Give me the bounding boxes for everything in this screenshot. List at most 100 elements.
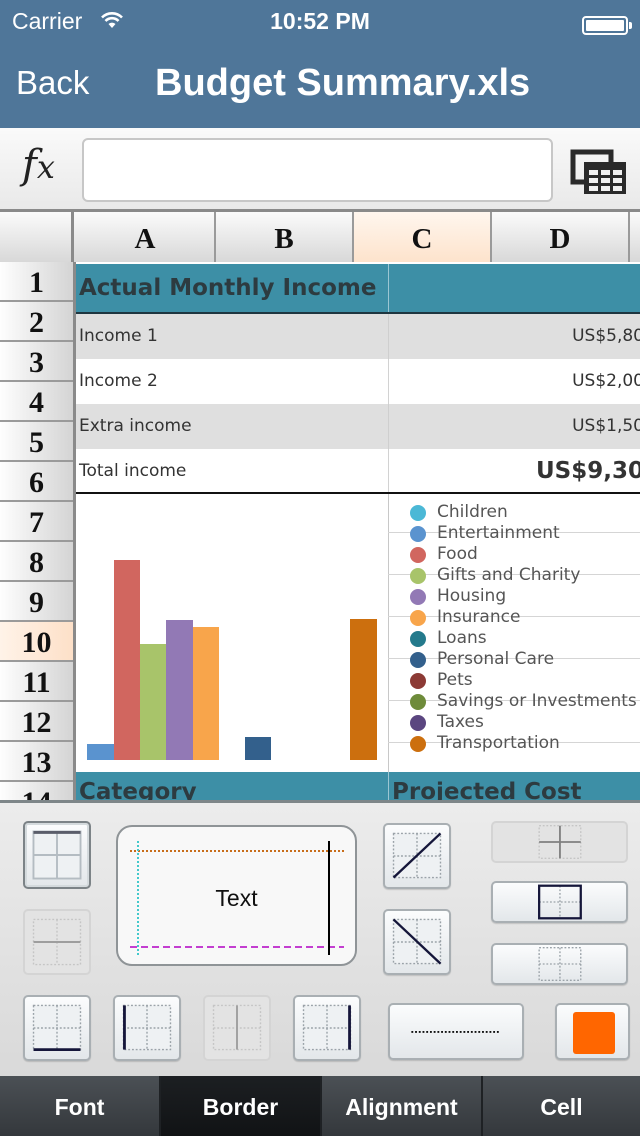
row-headers: 1 2 3 4 5 6 7 8 9 10 11 12 13 14 [0, 262, 76, 800]
bar-transportation[interactable] [350, 619, 377, 760]
row-value: US$1,50 [572, 416, 640, 436]
inside-vertical-border-button[interactable] [203, 995, 271, 1061]
row-label: Income 1 [79, 326, 158, 346]
legend-label: Children [437, 502, 508, 522]
legend-dot-icon [410, 526, 426, 542]
gridline [388, 742, 640, 743]
legend-label: Taxes [437, 712, 484, 732]
bar-food[interactable] [114, 560, 140, 760]
inside-horizontal-border-button[interactable] [23, 909, 91, 975]
select-all-corner[interactable] [0, 212, 74, 262]
outside-borders-button[interactable] [491, 881, 628, 923]
diagonal-up-border-button[interactable] [383, 823, 451, 889]
legend-item: Children [408, 502, 640, 523]
border-preview-lines [130, 841, 344, 957]
bottom-border-button[interactable] [23, 995, 91, 1061]
row-header-9[interactable]: 9 [0, 582, 73, 622]
diagonal-up-border-icon [392, 832, 442, 879]
bar-housing[interactable] [166, 620, 193, 760]
left-border-button[interactable] [113, 995, 181, 1061]
row-header-10[interactable]: 10 [0, 622, 73, 662]
row-header-13[interactable]: 13 [0, 742, 73, 782]
row-header-2[interactable]: 2 [0, 302, 73, 342]
legend-dot-icon [410, 631, 426, 647]
bar-gifts-and-charity[interactable] [140, 644, 166, 760]
color-swatch [573, 1012, 615, 1054]
column-divider [388, 359, 389, 404]
total-income-value: US$9,30 [536, 458, 640, 484]
top-border-icon [32, 830, 82, 880]
bar-insurance[interactable] [193, 627, 219, 760]
legend-label: Food [437, 544, 478, 564]
row-header-6[interactable]: 6 [0, 462, 73, 502]
carrier-label: Carrier [12, 8, 83, 34]
tab-font[interactable]: Font [0, 1076, 161, 1136]
row-header-14[interactable]: 14 [0, 782, 73, 800]
row-header-8[interactable]: 8 [0, 542, 73, 582]
row-header-4[interactable]: 4 [0, 382, 73, 422]
legend-dot-icon [410, 610, 426, 626]
inside-vertical-border-icon [212, 1004, 262, 1051]
battery-icon [582, 16, 632, 35]
row-header-1[interactable]: 1 [0, 262, 73, 302]
tab-cell[interactable]: Cell [540, 1094, 583, 1120]
inside-horizontal-border-icon [32, 918, 82, 966]
spreadsheet-grid[interactable]: Actual Monthly Income Income 1 US$5,80 I… [76, 262, 640, 800]
row-label: Income 2 [79, 371, 158, 391]
no-borders-button[interactable] [491, 943, 628, 985]
legend-dot-icon [410, 673, 426, 689]
diagonal-down-border-button[interactable] [383, 909, 451, 975]
formula-input[interactable] [82, 138, 553, 202]
inside-borders-button[interactable] [491, 821, 628, 863]
table-row[interactable]: Extra income US$1,50 [76, 404, 640, 449]
inside-borders-icon [538, 825, 582, 859]
table-grid-icon[interactable] [570, 148, 628, 196]
bar-personal-care[interactable] [245, 737, 271, 760]
border-preview[interactable]: Text [116, 825, 357, 966]
legend-dot-icon [410, 694, 426, 710]
function-icon: fx [22, 142, 55, 188]
projected-cost-header-label: Projected Cost [392, 779, 582, 800]
row-header-5[interactable]: 5 [0, 422, 73, 462]
table-row[interactable]: Income 1 US$5,80 [76, 314, 640, 359]
row-header-11[interactable]: 11 [0, 662, 73, 702]
divider [76, 492, 640, 494]
bottom-border-icon [32, 1004, 82, 1052]
income-header-row[interactable]: Actual Monthly Income [76, 264, 640, 314]
category-header-label: Category [79, 779, 197, 800]
column-header-a[interactable]: A [76, 212, 216, 262]
column-headers: A B C D [0, 212, 640, 262]
row-label: Total income [79, 461, 187, 481]
border-color-button[interactable] [555, 1003, 630, 1060]
budget-bar-chart[interactable]: Children Entertainment Food Gifts and Ch… [76, 494, 640, 772]
row-header-12[interactable]: 12 [0, 702, 73, 742]
legend-item: Personal Care [408, 649, 640, 670]
border-format-panel: Text [0, 800, 640, 1076]
legend-item: Food [408, 544, 640, 565]
legend-dot-icon [410, 652, 426, 668]
status-bar: Carrier 10:52 PM [0, 6, 640, 36]
bar-entertainment[interactable] [87, 744, 114, 760]
row-value: US$2,00 [572, 371, 640, 391]
clock: 10:52 PM [270, 8, 370, 34]
legend-item: Housing [408, 586, 640, 607]
line-style-button[interactable] [388, 1003, 524, 1060]
legend-label: Loans [437, 628, 487, 648]
column-header-c[interactable]: C [354, 212, 492, 262]
row-value: US$5,80 [572, 326, 640, 346]
table-row[interactable]: Income 2 US$2,00 [76, 359, 640, 404]
category-header-row[interactable]: Category Projected Cost [76, 772, 640, 800]
tab-alignment[interactable]: Alignment [322, 1076, 483, 1136]
top-border-button[interactable] [23, 821, 91, 889]
row-header-3[interactable]: 3 [0, 342, 73, 382]
gridline [388, 700, 640, 701]
column-header-b[interactable]: B [216, 212, 354, 262]
gridline [388, 574, 640, 575]
back-button[interactable]: Back [16, 64, 90, 101]
table-row[interactable]: Total income US$9,30 [76, 449, 640, 494]
tab-border[interactable]: Border [161, 1076, 322, 1136]
right-border-button[interactable] [293, 995, 361, 1061]
legend-label: Housing [437, 586, 507, 606]
column-header-d[interactable]: D [492, 212, 630, 262]
row-header-7[interactable]: 7 [0, 502, 73, 542]
